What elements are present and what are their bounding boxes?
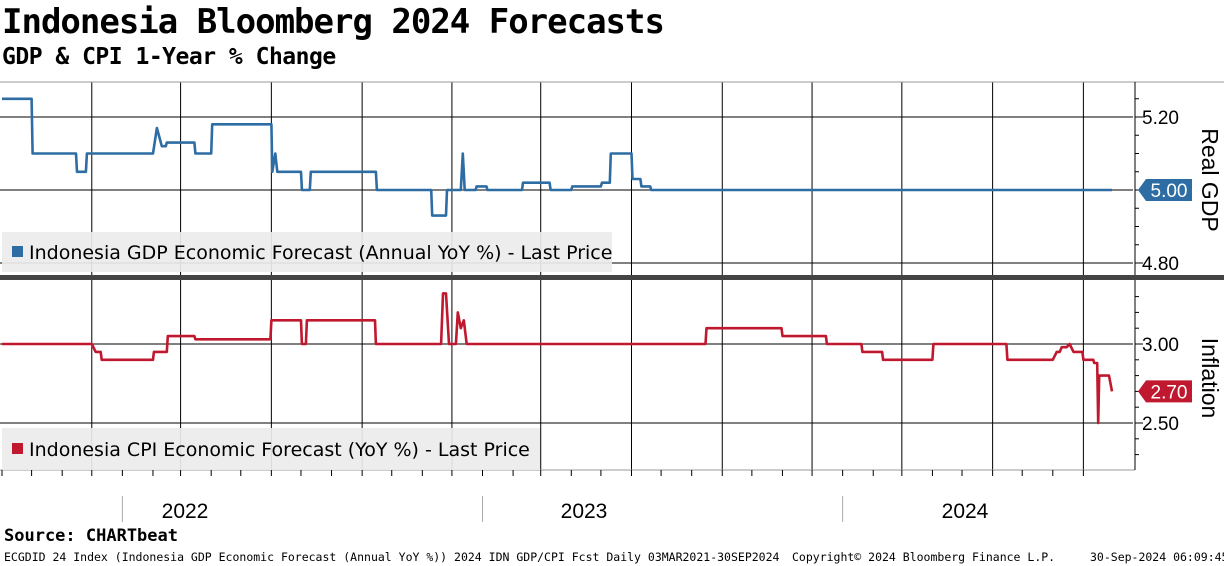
y-tick-label-top: 4.80	[1142, 254, 1179, 275]
x-tick-label: 2023	[561, 500, 608, 523]
cpi-last-value-bg	[1138, 380, 1192, 403]
footer-copyright: Copyright© 2024 Bloomberg Finance L.P.	[792, 550, 1056, 564]
x-tick-label: 2022	[162, 500, 209, 523]
gdp-last-value-label: 5.00	[1151, 181, 1188, 202]
footer-description: ECGDID 24 Index (Indonesia GDP Economic …	[4, 550, 780, 564]
gdp-last-value-bg	[1138, 179, 1192, 201]
x-tick-label: 2024	[942, 500, 989, 523]
y-axis-title-bottom: Inflation	[1197, 338, 1223, 419]
y-tick-label-top: 5.20	[1142, 108, 1179, 129]
y-axis-title-top: Real GDP	[1197, 128, 1223, 232]
source-note: Source: CHARTbeat	[4, 526, 178, 546]
cpi-legend-box	[2, 428, 540, 470]
chart-subtitle: GDP & CPI 1-Year % Change	[2, 44, 336, 70]
y-tick-label-bottom: 3.00	[1142, 335, 1179, 356]
cpi-series-line	[2, 292, 1114, 425]
panel-divider	[0, 275, 1224, 280]
gdp-legend-swatch	[12, 246, 23, 257]
cpi-legend-label: Indonesia CPI Economic Forecast (YoY %) …	[29, 439, 530, 461]
cpi-legend-swatch	[12, 443, 23, 454]
gdp-legend-label: Indonesia GDP Economic Forecast (Annual …	[29, 242, 612, 264]
cpi-last-value-label: 2.70	[1151, 382, 1188, 403]
gdp-legend-box	[2, 232, 612, 272]
chart-title: Indonesia Bloomberg 2024 Forecasts	[2, 2, 665, 42]
footer-timestamp: 30-Sep-2024 06:09:45	[1090, 550, 1224, 564]
gdp-series-line	[2, 97, 1112, 217]
y-tick-label-bottom: 2.50	[1142, 414, 1179, 435]
